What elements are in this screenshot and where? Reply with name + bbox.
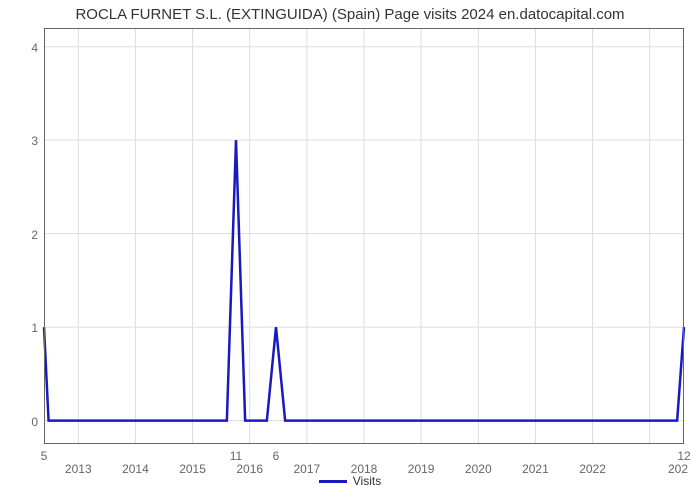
y-tick-label: 1 — [31, 321, 38, 335]
x-tick-label: 2019 — [408, 462, 435, 476]
legend: Visits — [0, 474, 700, 488]
x-tick-label: 2013 — [65, 462, 92, 476]
x-tick-label: 2014 — [122, 462, 149, 476]
x-tick-label: 2020 — [465, 462, 492, 476]
x-tick-label-right: 202 — [668, 462, 688, 476]
point-value-label: 12 — [677, 449, 690, 463]
y-tick-label: 0 — [31, 415, 38, 429]
chart-container: { "chart": { "type": "line", "title": "R… — [0, 0, 700, 500]
x-tick-label: 2017 — [293, 462, 320, 476]
chart-title: ROCLA FURNET S.L. (EXTINGUIDA) (Spain) P… — [0, 6, 700, 23]
y-tick-label: 2 — [31, 228, 38, 242]
x-tick-label: 2018 — [351, 462, 378, 476]
grid-group — [44, 28, 684, 444]
point-value-label: 5 — [41, 449, 48, 463]
y-tick-label: 3 — [31, 134, 38, 148]
legend-label: Visits — [353, 474, 381, 488]
y-tick-label: 4 — [31, 41, 38, 55]
plot-area — [44, 28, 684, 444]
point-value-label: 11 — [230, 449, 242, 463]
x-tick-label: 2022 — [579, 462, 606, 476]
x-tick-label: 2021 — [522, 462, 549, 476]
x-tick-label: 2016 — [236, 462, 263, 476]
x-tick-label: 2015 — [179, 462, 206, 476]
legend-swatch — [319, 480, 347, 483]
point-value-label: 6 — [273, 449, 280, 463]
plot-svg — [44, 28, 684, 444]
